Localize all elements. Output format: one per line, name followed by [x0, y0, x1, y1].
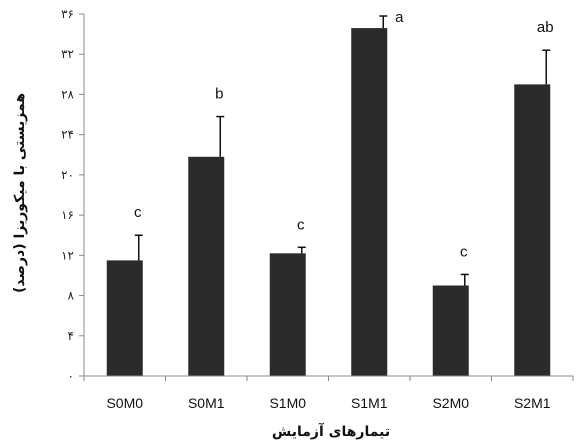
x-category-label: S0M0	[106, 395, 143, 411]
y-tick-label: ۱۲	[61, 248, 74, 262]
y-tick-label: ۸	[68, 289, 75, 303]
significance-letter: ab	[537, 19, 554, 36]
y-axis-title: همزیستی با میکوریزا (درصد)	[12, 93, 28, 293]
y-tick-label: ۲۸	[61, 87, 74, 101]
y-tick-label: ۴	[68, 329, 74, 343]
bars-group	[106, 28, 551, 376]
bar	[351, 28, 388, 376]
x-labels-group: S0M0 S0M1 S1M0 S1M1 S2M0 S2M1	[106, 395, 550, 411]
significance-letter: c	[297, 216, 305, 233]
bar	[269, 253, 306, 376]
bar	[106, 260, 143, 376]
significance-letter: c	[134, 204, 142, 221]
x-category-label: S1M0	[269, 395, 306, 411]
bar	[188, 156, 225, 376]
significance-letter: b	[215, 86, 223, 103]
x-axis-title: تیمارهای آزمایش	[272, 422, 390, 440]
y-tick-label: ۱۶	[61, 208, 74, 222]
y-tick-label: ۲۴	[61, 128, 74, 142]
x-category-label: S0M1	[188, 395, 225, 411]
y-tick-label: ۳۶	[61, 7, 74, 21]
x-category-label: S1M1	[351, 395, 388, 411]
bar	[432, 285, 469, 376]
significance-letter: c	[460, 243, 468, 260]
y-ticks-group: ۰ ۴ ۸ ۱۲ ۱۶ ۲۰ ۲۴ ۲۸ ۳۲ ۳۶	[61, 7, 84, 383]
y-tick-label: ۲۰	[61, 168, 74, 182]
y-tick-label: ۰	[68, 369, 74, 383]
x-category-label: S2M1	[514, 395, 551, 411]
error-bars-group	[134, 15, 551, 286]
y-tick-label: ۳۲	[61, 47, 74, 61]
significance-letter: a	[395, 9, 404, 26]
significance-letters-group: c b c a c ab	[134, 9, 554, 260]
bar	[514, 84, 551, 376]
x-category-label: S2M0	[432, 395, 469, 411]
axes-group	[83, 14, 574, 381]
